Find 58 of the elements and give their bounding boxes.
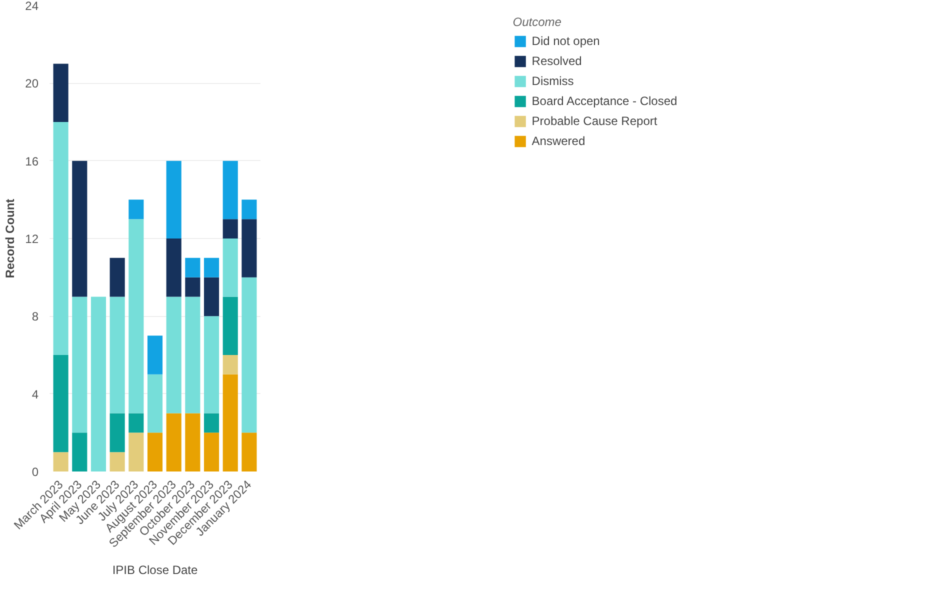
bar [53, 452, 68, 472]
bar [242, 432, 257, 472]
y-tick-label: 24 [25, 0, 39, 13]
bar [242, 200, 257, 220]
legend-label: Dismiss [532, 74, 574, 88]
y-tick-label: 8 [32, 310, 39, 324]
bar [222, 160, 238, 220]
bar [242, 219, 257, 278]
bar [166, 238, 182, 297]
bar [128, 200, 144, 220]
y-tick-label: 12 [25, 232, 39, 246]
bar [128, 413, 144, 433]
bar [222, 238, 238, 297]
bar [128, 219, 144, 414]
bar [72, 432, 88, 472]
y-tick-label: 20 [25, 76, 39, 91]
bar [53, 122, 68, 355]
bar [166, 160, 182, 238]
bar [72, 160, 88, 297]
bar [222, 355, 238, 374]
bar [204, 258, 220, 278]
bar [204, 277, 220, 316]
legend-title: Outcome [512, 15, 562, 29]
bar [185, 413, 200, 472]
bar [242, 277, 257, 433]
bar [110, 258, 125, 297]
y-tick-label: 4 [32, 387, 39, 402]
bar [110, 452, 125, 472]
bar [185, 277, 200, 297]
bar [222, 219, 238, 238]
bar [204, 432, 220, 472]
y-axis-title: Record Count [3, 198, 18, 278]
legend-label: Probable Cause Report [532, 114, 658, 128]
bar [110, 413, 125, 452]
bar [147, 432, 163, 472]
bar [166, 296, 182, 414]
bar [204, 413, 220, 433]
bar [185, 258, 200, 278]
legend-label: Did not open [532, 34, 600, 48]
bar [147, 336, 163, 374]
bar [222, 296, 238, 355]
bar [90, 296, 106, 472]
bar [147, 374, 163, 433]
bar [72, 296, 88, 433]
bar [204, 316, 220, 414]
bar [128, 432, 144, 472]
bar [53, 64, 68, 122]
x-axis-title: IPIB Close Date [112, 563, 198, 578]
bar [166, 413, 182, 472]
y-tick-label: 16 [25, 154, 39, 168]
bar [185, 296, 200, 414]
bar [110, 296, 125, 414]
legend-label: Board Acceptance - Closed [532, 94, 678, 108]
legend-label: Answered [532, 134, 586, 148]
y-tick-label: 0 [32, 465, 39, 479]
bar [222, 374, 238, 472]
legend-label: Resolved [532, 54, 582, 68]
bar [53, 355, 68, 452]
